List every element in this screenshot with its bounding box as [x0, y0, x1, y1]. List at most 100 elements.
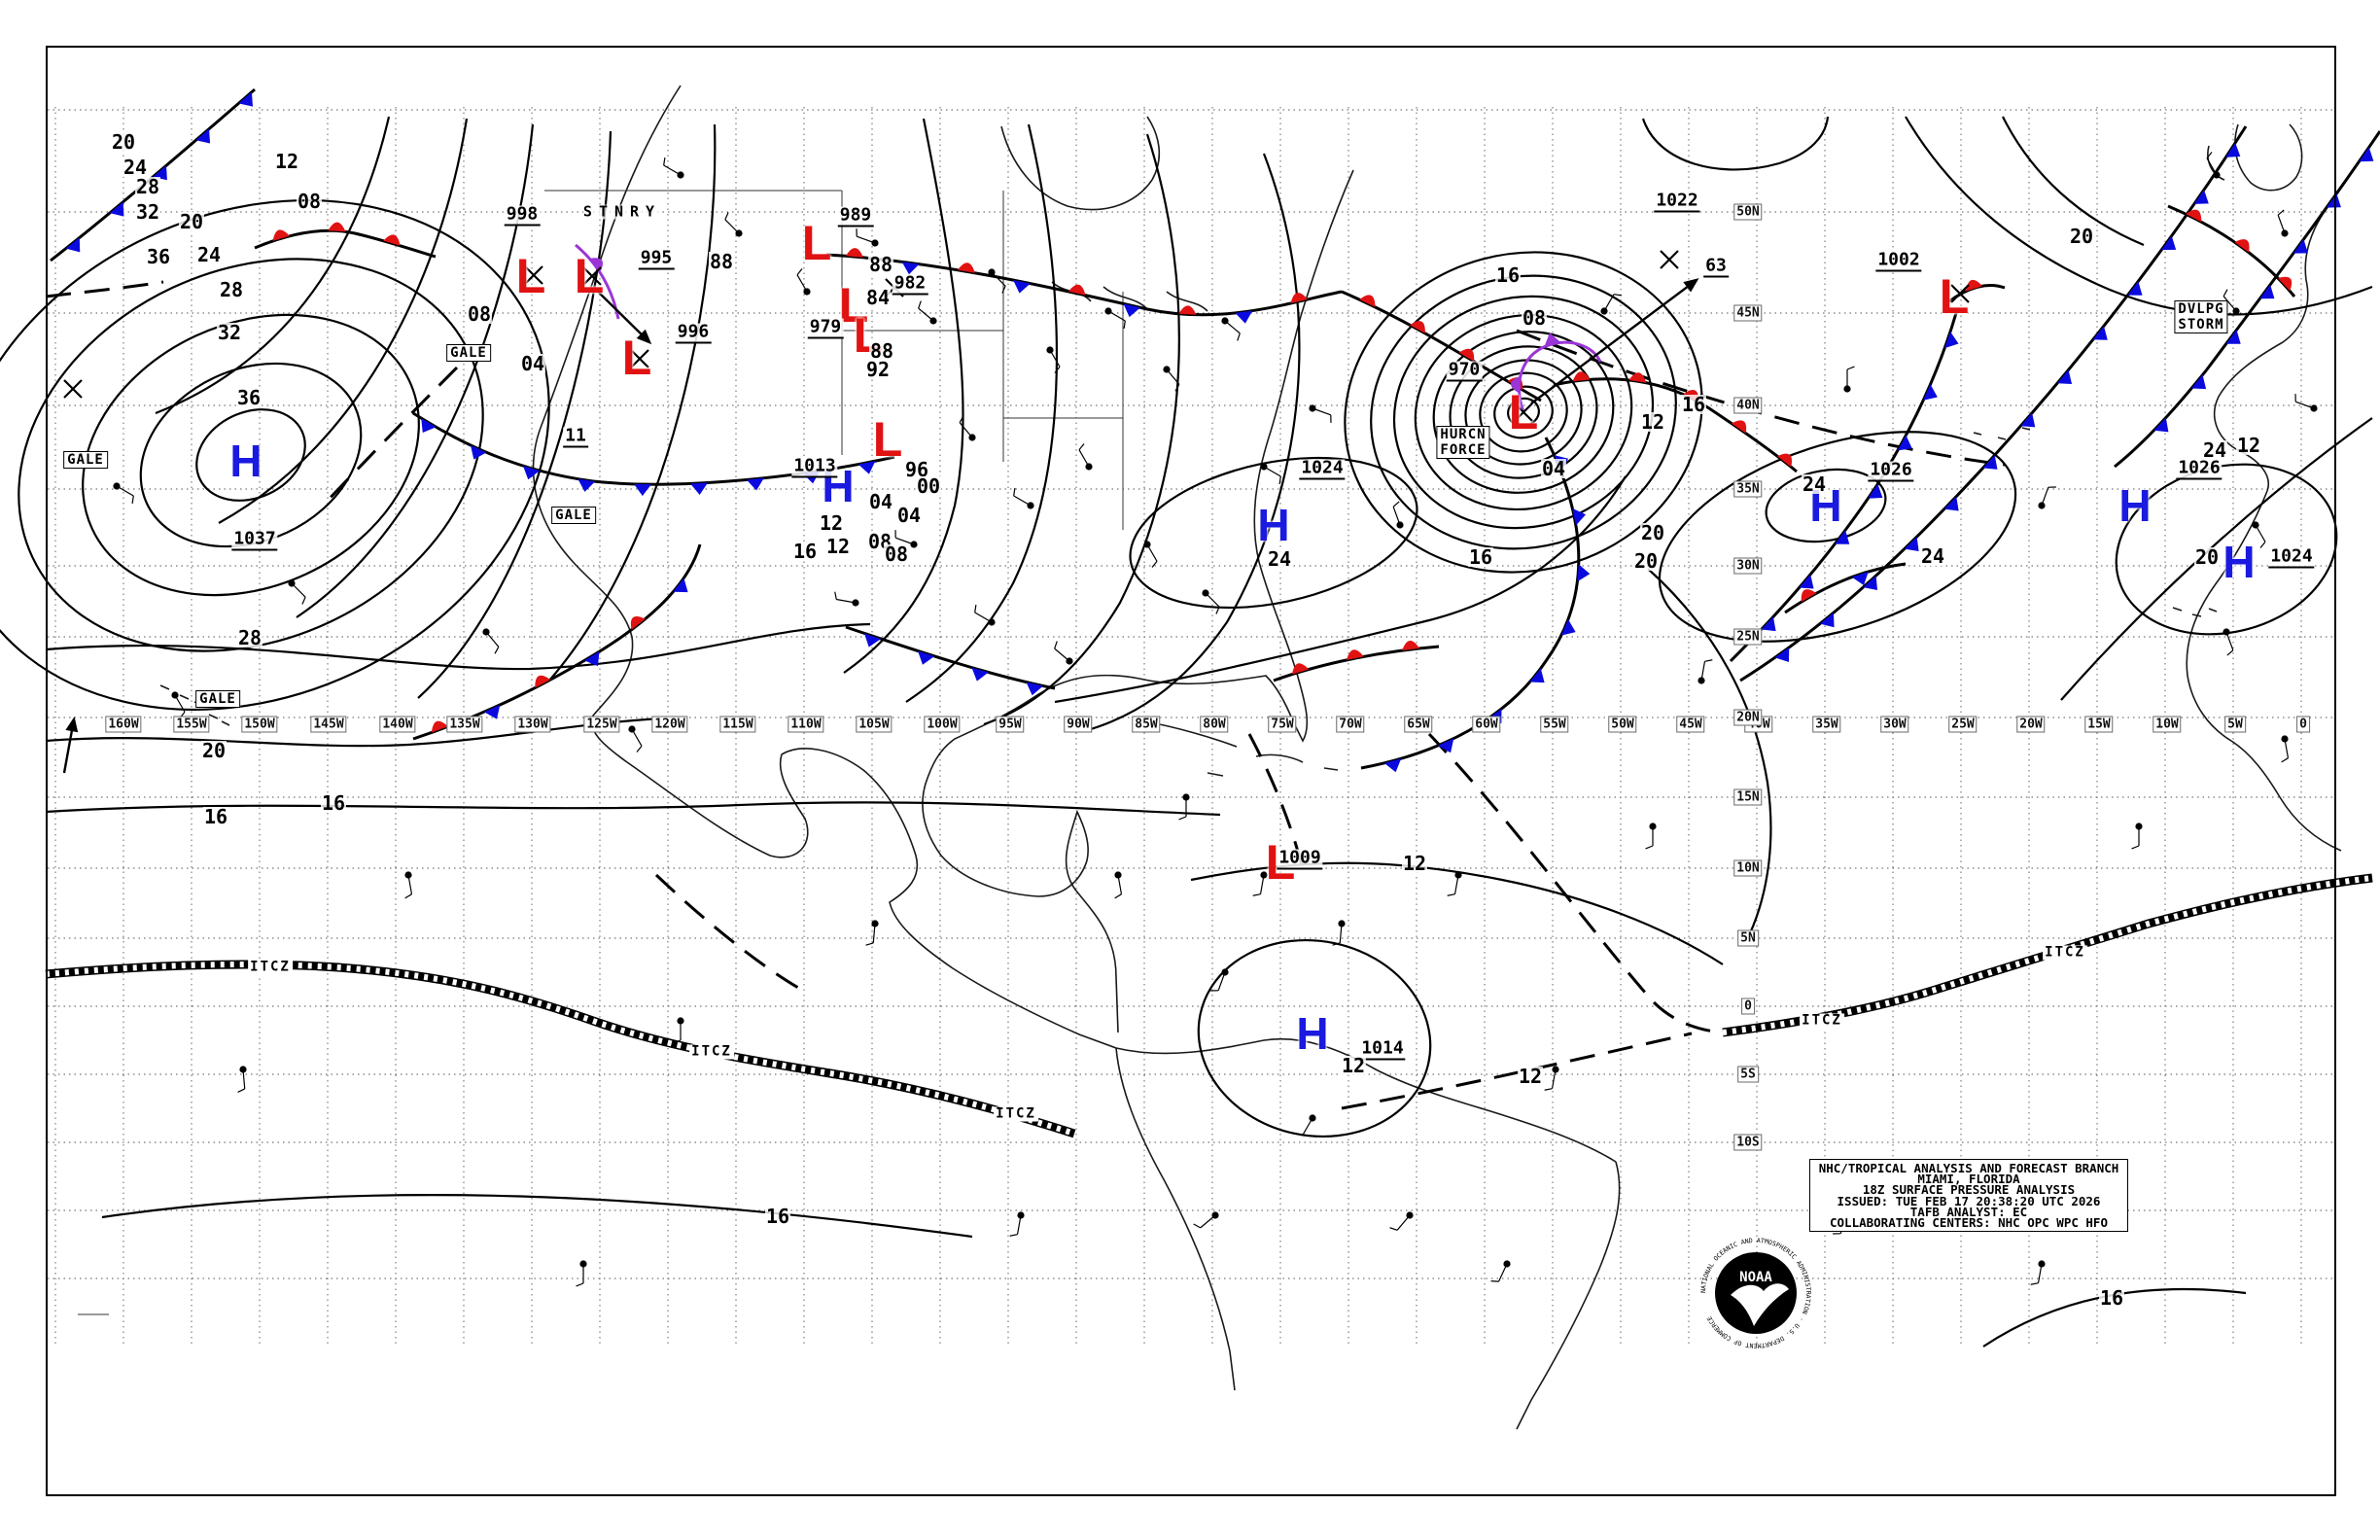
isobar-label: 36	[235, 386, 262, 409]
lon-label-60W: 60W	[1472, 716, 1501, 733]
lon-label-5W: 5W	[2224, 716, 2246, 733]
pressure-value: 63	[1703, 255, 1729, 278]
front-triangle-marker	[1868, 483, 1883, 499]
coastline-path	[1115, 1047, 1236, 1391]
lon-label-125W: 125W	[583, 716, 620, 733]
pressure-value: 1014	[1359, 1037, 1406, 1061]
lon-label-115W: 115W	[719, 716, 756, 733]
annotation-box-line: GALE	[67, 452, 104, 468]
isobar-path	[218, 118, 469, 524]
front-semicircle-marker	[2186, 209, 2202, 223]
lat-label-15N: 15N	[1733, 788, 1763, 806]
isobar-path	[1647, 568, 1772, 934]
front-triangle-marker	[2259, 284, 2275, 299]
front-triangle-marker	[634, 483, 652, 497]
coastline-path	[1516, 1161, 1621, 1430]
cold-front-line	[1360, 437, 1581, 770]
lat-label-25N: 25N	[1733, 628, 1763, 646]
front-semicircle-marker	[1402, 641, 1420, 651]
isobar-label: 04	[867, 490, 894, 513]
annotation-box-line: DVLPG	[2178, 301, 2224, 317]
front-triangle-marker	[1437, 738, 1454, 753]
pressure-center-L: L	[801, 216, 832, 270]
front-triangle-marker	[2092, 326, 2108, 340]
front-triangle-marker	[1529, 668, 1545, 683]
front-triangle-marker	[2359, 147, 2374, 162]
coastline-path	[1115, 1037, 1617, 1163]
pressure-center-H: H	[229, 436, 262, 486]
pressure-value: 1026	[2176, 457, 2222, 480]
isobar-label: 16	[320, 791, 347, 815]
isobar-label: 24	[195, 243, 223, 266]
lon-label-85W: 85W	[1132, 716, 1161, 733]
front-semicircle-marker	[1291, 663, 1310, 675]
front-semicircle-marker	[845, 248, 863, 258]
isobar-label: 28	[236, 626, 263, 649]
front-semicircle-marker	[2278, 276, 2292, 292]
pressure-center-L: L	[574, 249, 605, 303]
front-triangle-marker	[2292, 239, 2308, 254]
isobar-ellipse	[1197, 938, 1432, 1138]
front-semicircle-marker	[383, 234, 401, 246]
isobar-label: 16	[1680, 393, 1707, 416]
isobar-label: 12	[273, 150, 300, 173]
front-triangle-marker	[2127, 281, 2143, 296]
isobar-path	[45, 622, 871, 671]
front-semicircle-marker	[1458, 348, 1475, 362]
lon-label-145W: 145W	[310, 716, 347, 733]
annotation-box-hurcn-force: HURCN FORCE	[1436, 426, 1490, 459]
coastline-path	[532, 85, 1117, 1049]
front-triangle-marker	[1544, 332, 1561, 347]
lon-label-135W: 135W	[446, 716, 483, 733]
front-semicircle-marker	[958, 262, 975, 273]
coastline-path	[1144, 720, 1339, 777]
info-box-line: TAFB ANALYST: EC	[1909, 1204, 2028, 1219]
isobar-label: 20	[2193, 545, 2221, 569]
noaa-seagull-icon	[1731, 1283, 1789, 1326]
pressure-center-L: L	[838, 278, 869, 332]
lon-label-65W: 65W	[1404, 716, 1433, 733]
front-semicircle-marker	[1347, 649, 1364, 660]
lon-label-155W: 155W	[173, 716, 210, 733]
pressure-value: 1009	[1277, 847, 1323, 870]
annotation-box-dvlpg-storm: DVLPG STORM	[2174, 300, 2228, 333]
isobar-label: 16	[2098, 1286, 2125, 1310]
pressure-value: 970	[1446, 359, 1483, 382]
front-triangle-marker	[1897, 435, 1912, 451]
itcz-label: ITCZ	[689, 1043, 734, 1060]
isobar-label: 12	[1639, 410, 1666, 434]
lat-label-5N: 5N	[1737, 929, 1759, 947]
lat-label-30N: 30N	[1733, 557, 1763, 575]
isobar-label: 20	[178, 210, 205, 233]
trough-line	[654, 873, 810, 996]
pressure-value: 996	[675, 321, 712, 344]
front-layer	[50, 88, 2380, 773]
isobar-label: 12	[1340, 1054, 1367, 1077]
lon-label-0: 0	[2296, 716, 2310, 733]
front-triangle-marker	[522, 466, 541, 480]
front-triangle-marker	[2057, 369, 2073, 384]
trough-line	[1341, 1032, 1693, 1110]
isobar-label: 16	[791, 540, 819, 563]
annotation-box-line: GALE	[450, 345, 487, 361]
lon-label-95W: 95W	[996, 716, 1025, 733]
isobar-label: 04	[895, 504, 923, 527]
lon-label-50W: 50W	[1608, 716, 1637, 733]
trough-line	[1427, 732, 1724, 1034]
isobar-label: 04	[1540, 457, 1567, 480]
lon-label-30W: 30W	[1880, 716, 1909, 733]
isobar-label: 12	[1401, 852, 1428, 875]
issuance-info-box: NHC/TROPICAL ANALYSIS AND FORECAST BRANC…	[1809, 1159, 2128, 1233]
isobar-path	[101, 1193, 973, 1239]
isobar-label: 08	[883, 542, 910, 566]
lon-label-75W: 75W	[1268, 716, 1297, 733]
front-triangle-marker	[1123, 303, 1141, 318]
lon-label-25W: 25W	[1948, 716, 1978, 733]
isobar-ellipse	[1344, 251, 1703, 574]
front-triangle-marker	[1026, 682, 1044, 696]
isobar-label: 08	[466, 302, 493, 326]
front-triangle-marker	[746, 477, 764, 491]
front-triangle-marker	[863, 633, 882, 648]
pressure-center-H: H	[2118, 480, 2152, 531]
front-triangle-marker	[1904, 537, 1919, 551]
